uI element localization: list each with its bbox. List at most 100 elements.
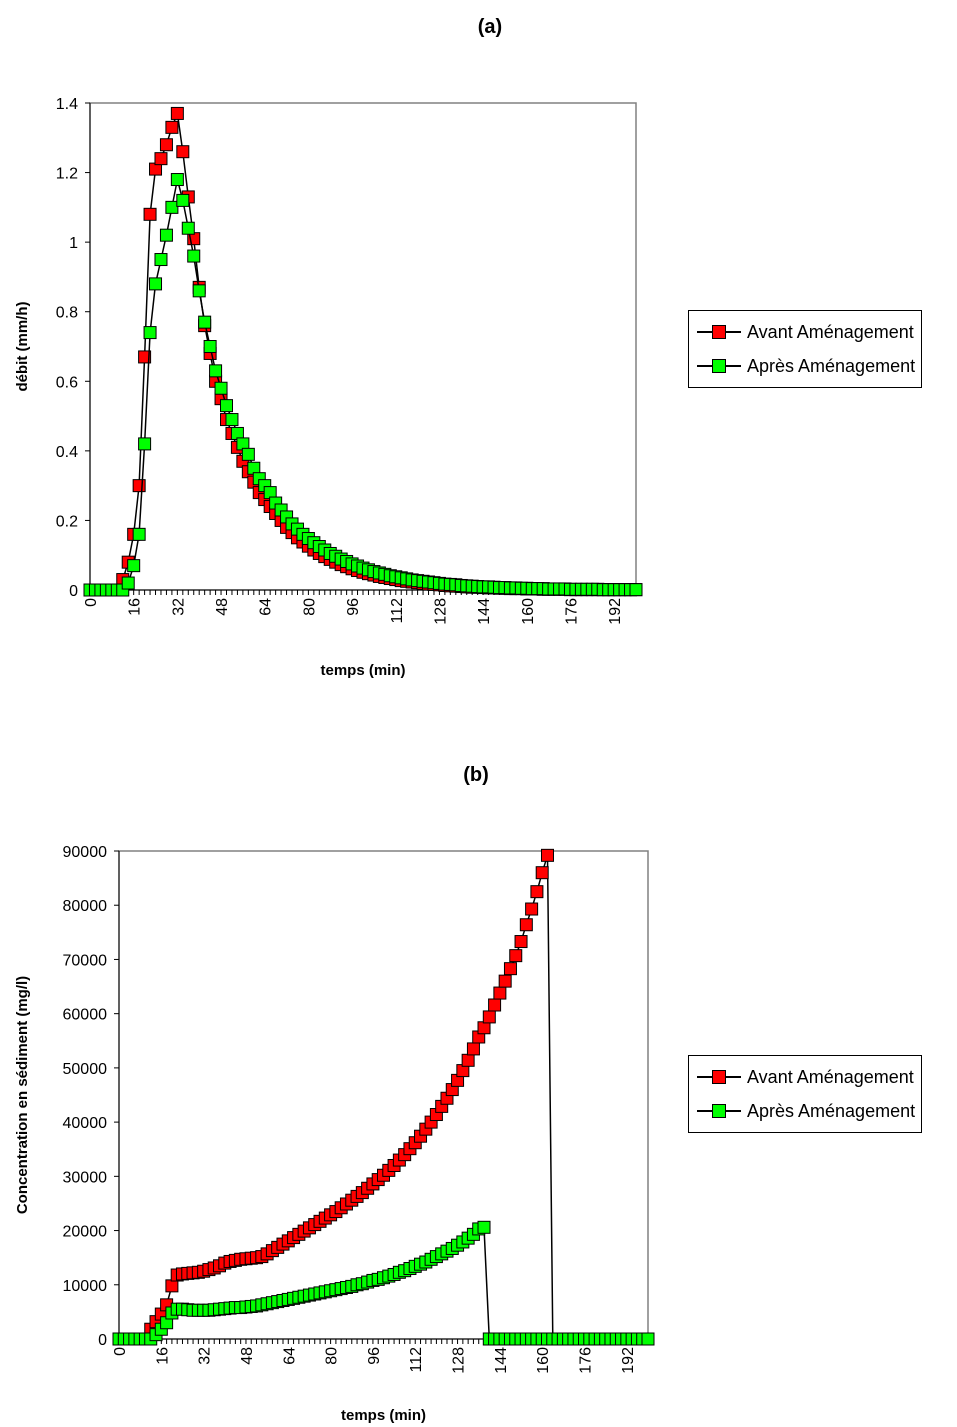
chart-a-data-point [154, 152, 168, 166]
chart-a-data-point [629, 583, 643, 597]
chart-b-data-point [498, 974, 512, 988]
chart-b-data-point [535, 866, 549, 880]
chart-a-x-tick-label: 48 [214, 598, 231, 616]
legend-label: Avant Aménagement [747, 1066, 914, 1087]
chart-b-y-tick-label: 0 [98, 1332, 107, 1349]
chart-a-y-tick-label: 0.8 [56, 305, 78, 322]
chart-b-data-point [514, 935, 528, 949]
chart-a-y-tick-label: 0.2 [56, 513, 78, 530]
chart-a-x-tick-label: 16 [127, 598, 144, 616]
chart-a-x-tick-label: 112 [389, 598, 406, 624]
chart-b-data-point [525, 902, 539, 916]
chart-a-y-tick-label: 1.4 [56, 96, 78, 113]
chart-b-x-tick-label: 80 [324, 1347, 341, 1365]
chart-b-x-tick-label: 192 [620, 1347, 637, 1374]
chart-a-data-point [170, 173, 184, 187]
chart-a-data-point [159, 228, 173, 242]
legend-item-apres: Après Aménagement [697, 1094, 915, 1128]
legend-marker-red [697, 325, 741, 339]
chart-b-x-tick-label: 16 [154, 1347, 171, 1365]
chart-a-x-tick-label: 176 [563, 598, 580, 625]
chart-a-data-point [170, 106, 184, 120]
chart-a-data-point [187, 249, 201, 263]
chart-a-x-tick-label: 96 [345, 598, 362, 616]
chart-a-data-point [138, 350, 152, 364]
legend-marker-green [697, 1104, 741, 1118]
chart-a-x-axis-title: temps (min) [320, 662, 405, 679]
chart-b-x-tick-label: 96 [366, 1347, 383, 1365]
chart-b-data-point [519, 918, 533, 932]
chart-a-y-tick-label: 1 [69, 235, 78, 252]
chart-a-data-point [165, 120, 179, 134]
chart-a-data-point [209, 364, 223, 378]
chart-a-x-tick-label: 192 [607, 598, 624, 625]
chart-a-y-axis-title: débit (mm/h) [14, 302, 31, 392]
chart-a-x-tick-label: 80 [301, 598, 318, 616]
chart-a-data-point [127, 559, 141, 573]
chart-a-x-tick-label: 64 [258, 598, 275, 616]
chart-a-x-tick-label: 0 [83, 598, 100, 607]
chart-b-data-point [641, 1332, 655, 1346]
chart-a-x-tick-label: 144 [476, 598, 493, 625]
chart-b-data-point [466, 1042, 480, 1056]
chart-a-data-point [176, 193, 190, 207]
chart-b-y-tick-label: 20000 [63, 1224, 108, 1241]
chart-a-y-tick-label: 1.2 [56, 166, 78, 183]
chart-a-x-tick-label: 160 [520, 598, 537, 625]
legend-label: Après Aménagement [747, 355, 916, 376]
chart-a-data-point [241, 447, 255, 461]
chart-b-x-tick-label: 144 [493, 1347, 510, 1374]
chart-b-y-tick-label: 10000 [63, 1278, 108, 1295]
chart-b-x-tick-label: 128 [451, 1347, 468, 1374]
chart-a-data-point [214, 381, 228, 395]
chart-b-data-point [482, 1010, 496, 1024]
chart-b-x-tick-label: 32 [197, 1347, 214, 1365]
chart-a-data-point [220, 399, 233, 413]
legend-marker-green [697, 359, 741, 373]
chart-a-data-point [165, 200, 179, 214]
chart-b-x-tick-label: 64 [281, 1347, 298, 1365]
chart-b-data-point [461, 1053, 475, 1067]
chart-a-x-tick-label: 32 [170, 598, 187, 616]
legend-marker-red [697, 1070, 741, 1084]
chart-b-y-tick-label: 90000 [63, 844, 108, 861]
chart-a-data-point [181, 221, 195, 235]
chart-a-data-point [176, 145, 190, 159]
chart-b-x-tick-label: 48 [239, 1347, 256, 1365]
chart-b-data-point [503, 962, 517, 976]
legend-label: Avant Aménagement [747, 321, 914, 342]
chart-b-x-tick-label: 0 [112, 1347, 129, 1356]
chart-a-y-tick-label: 0 [69, 583, 78, 600]
chart-b-x-tick-label: 176 [578, 1347, 595, 1374]
chart-a-data-point [192, 284, 206, 298]
chart-a-data-point [143, 207, 157, 221]
chart-a-title: (a) [477, 16, 503, 38]
chart-b-title: (b) [463, 764, 489, 786]
chart-a-data-point [225, 413, 239, 427]
legend-item-apres: Après Aménagement [697, 349, 915, 383]
chart-b-data-point [509, 949, 523, 963]
chart-b-data-point [540, 848, 554, 862]
chart-a-data-point [159, 138, 173, 152]
chart-a-data-point [149, 277, 163, 291]
chart-b-x-tick-label: 112 [408, 1347, 425, 1373]
chart-b-y-tick-label: 60000 [63, 1007, 108, 1024]
legend-label: Après Aménagement [747, 1100, 916, 1121]
legend-item-avant: Avant Aménagement [697, 1060, 915, 1094]
chart-a-data-point [154, 253, 168, 267]
chart-b-data-point [477, 1021, 491, 1035]
chart-b-y-tick-label: 50000 [63, 1061, 108, 1078]
chart-a-data-point [143, 326, 157, 340]
chart-b-legend: Avant Aménagement Après Aménagement [688, 1055, 923, 1133]
chart-a-data-point [121, 576, 135, 590]
chart-b-x-axis-title: temps (min) [341, 1407, 426, 1424]
chart-b-data-point [530, 885, 544, 899]
chart-b-plot-area [118, 850, 649, 1340]
chart-b-y-tick-label: 80000 [63, 898, 108, 915]
chart-a-data-point [138, 437, 152, 451]
legend-item-avant: Avant Aménagement [697, 315, 915, 349]
chart-a-series-markers-1 [83, 173, 643, 597]
chart-a-data-point [203, 340, 217, 353]
chart-a-y-tick-label: 0.4 [56, 444, 78, 461]
